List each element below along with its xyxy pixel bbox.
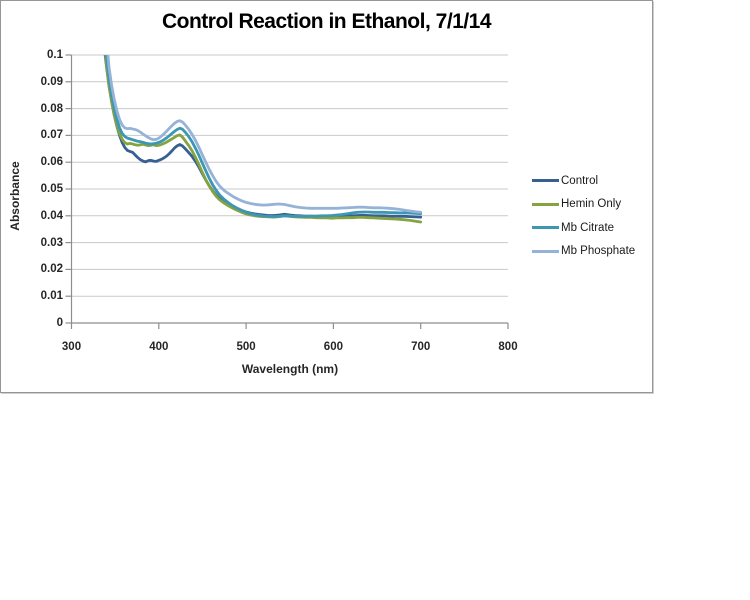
legend-label: Mb Phosphate bbox=[561, 245, 636, 258]
x-axis-title: Wavelength (nm) bbox=[241, 362, 339, 376]
y-axis-title: Absorbance bbox=[8, 161, 22, 231]
y-tick-label-0.02: 0.02 bbox=[40, 263, 63, 276]
plot-area bbox=[65, 54, 509, 329]
y-tick-label-0.05: 0.05 bbox=[40, 183, 63, 195]
series-line-mb-citrate bbox=[104, 55, 423, 219]
x-tick-label-400: 400 bbox=[149, 341, 169, 353]
legend-line-swatch bbox=[532, 179, 559, 183]
legend-line-swatch bbox=[532, 202, 559, 206]
series-line-control bbox=[103, 55, 423, 219]
series-line-mb-phosphate bbox=[106, 55, 423, 214]
y-tick-label-0.09: 0.09 bbox=[40, 75, 63, 88]
y-tick-label-0: 0 bbox=[56, 317, 63, 329]
x-tick-label-300: 300 bbox=[61, 341, 82, 353]
x-tick-label-700: 700 bbox=[411, 341, 431, 353]
x-tick-label-500: 500 bbox=[236, 341, 256, 353]
legend-item-mb-citrate: Mb Citrate bbox=[532, 216, 635, 240]
y-tick-label-0.01: 0.01 bbox=[40, 290, 63, 303]
x-tick-label-600: 600 bbox=[323, 341, 343, 353]
legend-line-swatch bbox=[532, 226, 559, 230]
legend: Control Hemin Only Mb Citrate Mb Phosphate bbox=[532, 169, 635, 263]
chart-title: Control Reaction in Ethanol, 7/1/14 bbox=[161, 10, 492, 33]
legend-item-hemin-only: Hemin Only bbox=[532, 193, 635, 217]
chart-object[interactable]: Control Reaction in Ethanol, 7/1/14 0 0.0… bbox=[0, 0, 653, 393]
legend-item-control: Control bbox=[532, 169, 635, 193]
legend-label: Mb Citrate bbox=[561, 221, 615, 234]
series-line-hemin-only bbox=[104, 55, 423, 224]
legend-item-mb-phosphate: Mb Phosphate bbox=[532, 240, 635, 264]
y-tick-label-0.04: 0.04 bbox=[40, 209, 63, 222]
y-tick-label-0.03: 0.03 bbox=[40, 236, 63, 249]
y-tick-label-0.1: 0.1 bbox=[47, 49, 63, 61]
y-tick-label-0.06: 0.06 bbox=[40, 156, 63, 169]
legend-label: Control bbox=[561, 174, 599, 187]
legend-line-swatch bbox=[532, 249, 559, 253]
legend-label: Hemin Only bbox=[561, 198, 622, 211]
x-tick-label-800: 800 bbox=[498, 341, 518, 353]
y-tick-label-0.08: 0.08 bbox=[40, 102, 63, 115]
y-tick-label-0.07: 0.07 bbox=[40, 129, 63, 142]
